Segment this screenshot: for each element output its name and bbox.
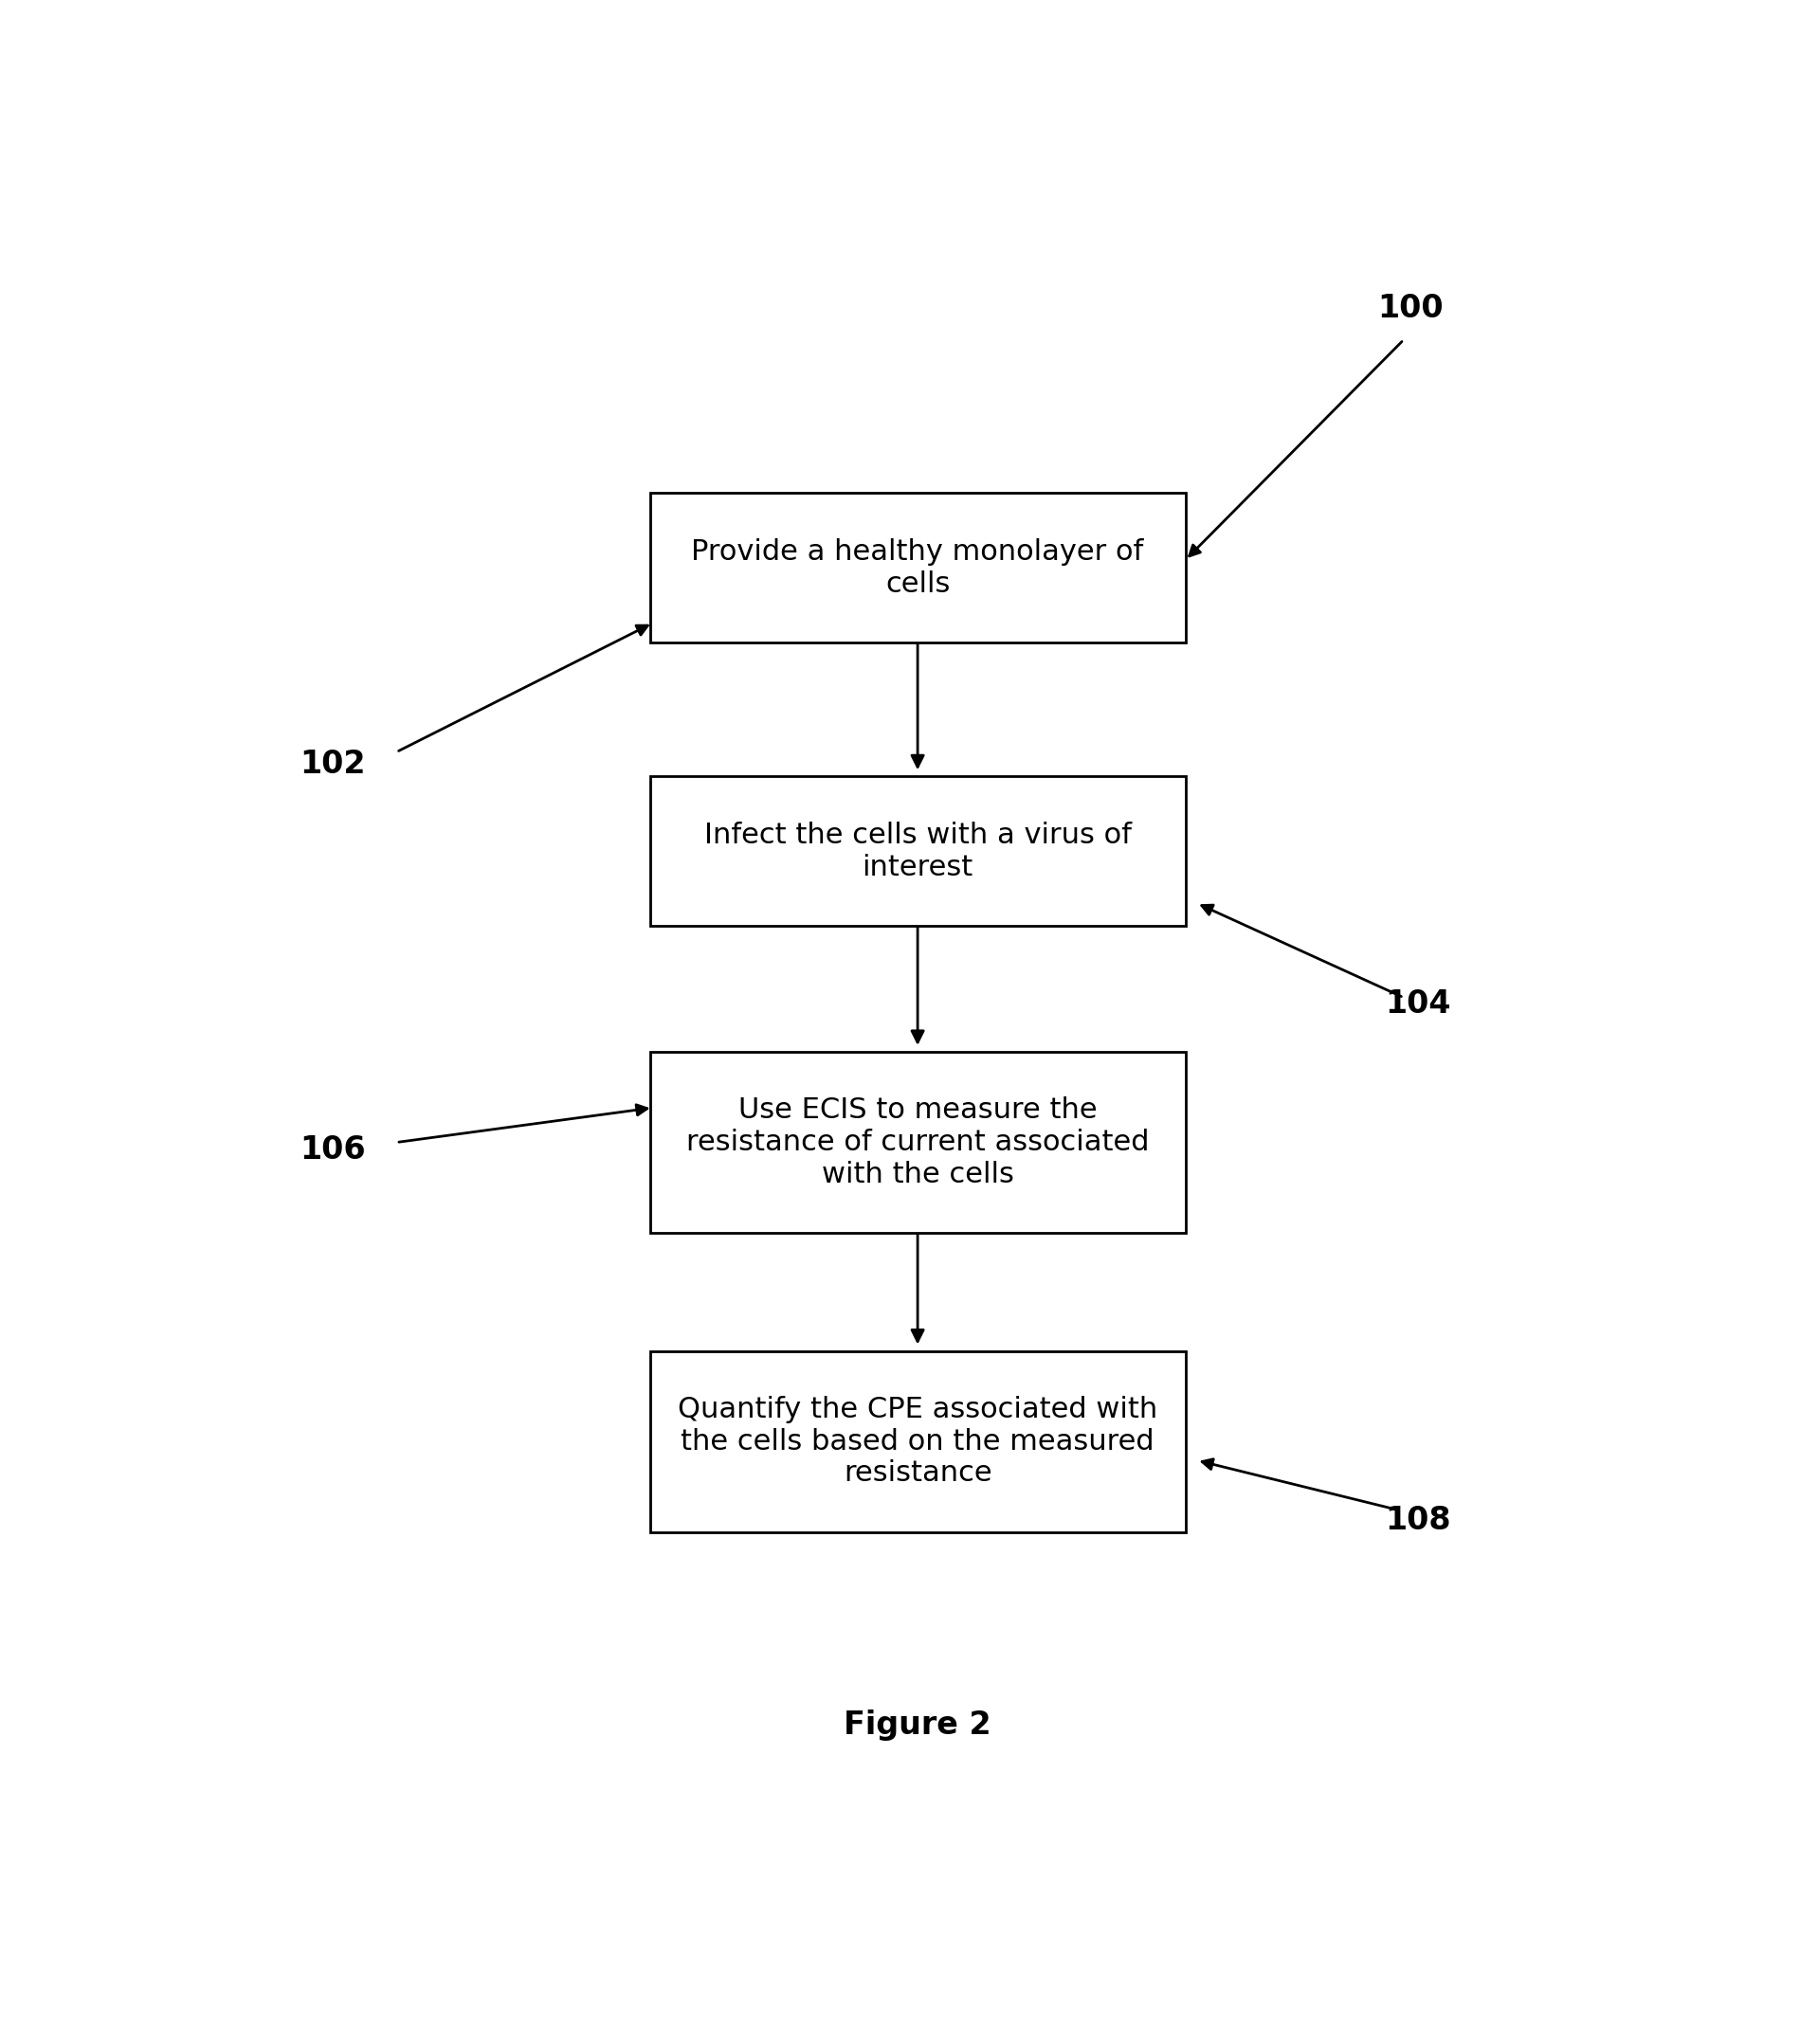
Text: Quantify the CPE associated with
the cells based on the measured
resistance: Quantify the CPE associated with the cel… [678,1396,1158,1486]
Text: Figure 2: Figure 2 [844,1709,991,1739]
Bar [651,493,1185,642]
Text: Use ECIS to measure the
resistance of current associated
with the cells: Use ECIS to measure the resistance of cu… [685,1098,1149,1188]
Text: 100: 100 [1378,292,1443,323]
Text: 104: 104 [1385,987,1451,1020]
Bar [651,1053,1185,1233]
Bar [651,1351,1185,1531]
Text: Infect the cells with a virus of
interest: Infect the cells with a virus of interes… [704,822,1131,881]
Text: 106: 106 [300,1134,365,1165]
Text: 102: 102 [300,748,365,781]
Bar [651,777,1185,926]
Text: Provide a healthy monolayer of
cells: Provide a healthy monolayer of cells [691,538,1144,597]
Text: 108: 108 [1385,1504,1451,1535]
